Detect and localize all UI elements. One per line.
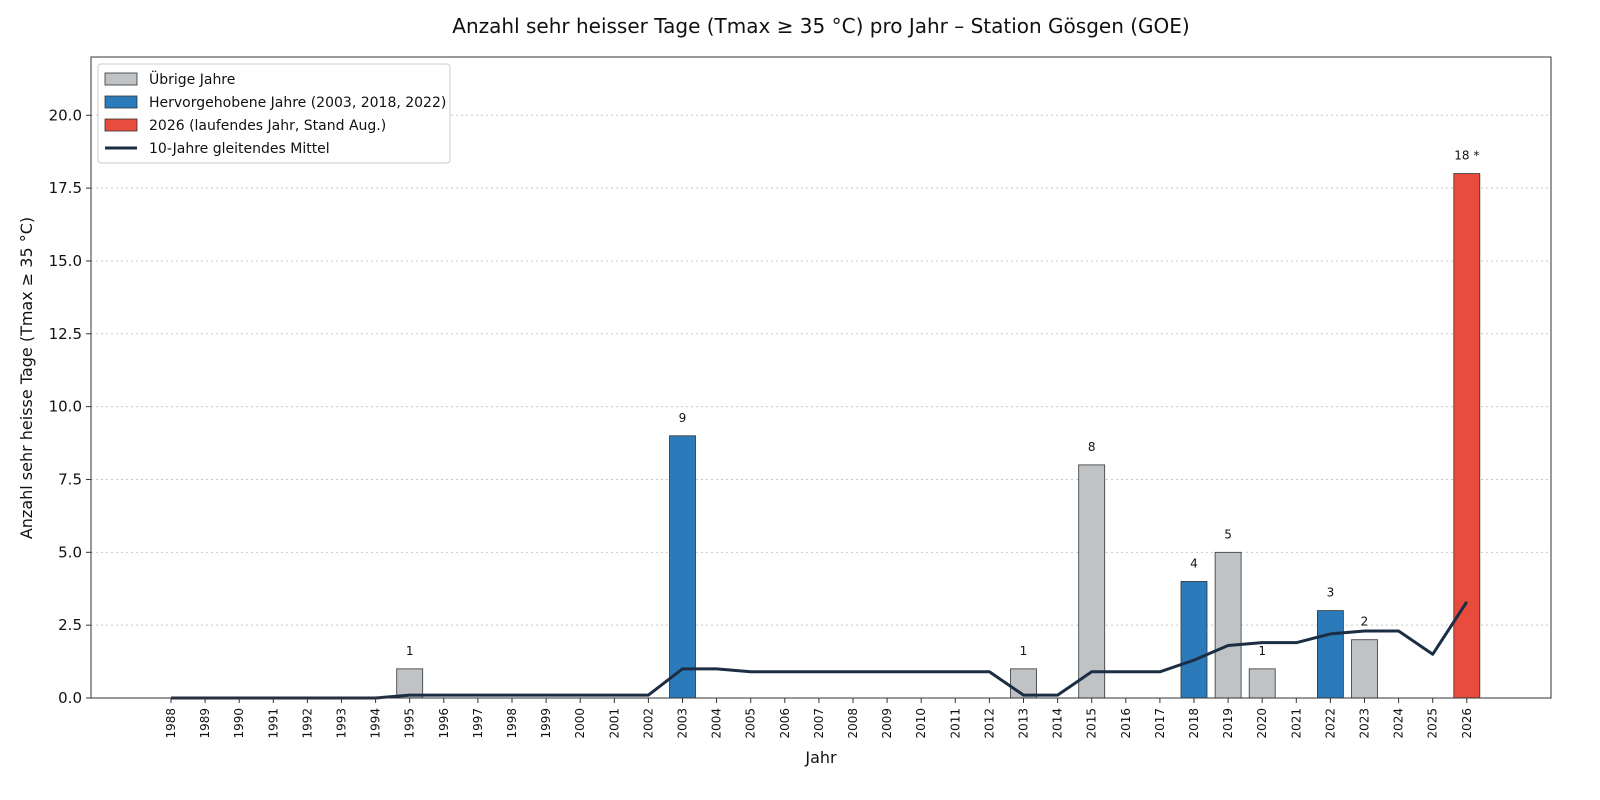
legend: Übrige Jahre Hervorgehobene Jahre (2003, … <box>97 63 451 164</box>
data-label-2019: 5 <box>1224 527 1232 541</box>
x-tick-label: 2026 <box>1460 708 1474 739</box>
data-label-2013: 1 <box>1020 644 1028 658</box>
x-tick-label: 2018 <box>1187 708 1201 739</box>
bar-2015 <box>1078 464 1106 699</box>
bar-1995 <box>396 668 424 699</box>
bars <box>396 173 1481 699</box>
y-tick-label: 12.5 <box>49 325 82 343</box>
y-tick-label: 0.0 <box>58 689 82 707</box>
x-tick-label: 1999 <box>539 708 553 739</box>
chart-title: Anzahl sehr heisser Tage (Tmax ≥ 35 °C) … <box>452 14 1189 38</box>
legend-label-ma: 10-Jahre gleitendes Mittel <box>149 141 330 157</box>
data-label-1995: 1 <box>406 644 414 658</box>
legend-swatch-other <box>104 72 138 86</box>
x-tick-label: 2011 <box>948 708 962 739</box>
x-tick-label: 2013 <box>1017 708 1031 739</box>
moving-average <box>171 601 1469 700</box>
x-tick-label: 2016 <box>1119 708 1133 739</box>
x-tick-label: 2014 <box>1051 708 1065 739</box>
data-label-2020: 1 <box>1258 644 1266 658</box>
legend-box <box>97 63 451 164</box>
y-tick-label: 20.0 <box>49 106 82 124</box>
plot-frame <box>90 56 1552 699</box>
x-axis-label: Jahr <box>804 748 837 767</box>
x-tick-label: 2021 <box>1289 708 1303 739</box>
data-labels: 1 9 1 8 4 5 1 3 2 18 * <box>406 149 1479 658</box>
x-tick-label: 1988 <box>164 708 178 739</box>
x-tick-label: 2022 <box>1323 708 1337 739</box>
bar-2019 <box>1214 551 1242 699</box>
x-tick-label: 2004 <box>710 708 724 739</box>
x-tick-label: 2015 <box>1085 708 1099 739</box>
x-tick-label: 2023 <box>1358 708 1372 739</box>
legend-label-current: 2026 (laufendes Jahr, Stand Aug.) <box>149 118 386 134</box>
x-tick-label: 2009 <box>880 708 894 739</box>
y-tick-label: 17.5 <box>49 179 82 197</box>
x-tick-label: 2000 <box>573 708 587 739</box>
x-tick-label: 2020 <box>1255 708 1269 739</box>
x-tick-label: 1995 <box>403 708 417 739</box>
legend-label-other: Übrige Jahre <box>149 70 235 88</box>
x-tick-label: 1989 <box>198 708 212 739</box>
y-axis: 0.0 2.5 5.0 7.5 10.0 12.5 15.0 17.5 20.0 <box>49 106 91 707</box>
legend-swatch-highlight <box>104 95 138 109</box>
x-tick-label: 1990 <box>232 708 246 739</box>
bar-2022 <box>1317 610 1344 699</box>
x-tick-label: 2025 <box>1426 708 1440 739</box>
legend-swatch-current <box>104 118 138 132</box>
data-label-2026: 18 * <box>1454 149 1479 163</box>
data-label-2018: 4 <box>1190 556 1198 570</box>
x-axis: 1988 1989 1990 1991 1992 1993 1994 1995 1996 1997… <box>164 698 1474 739</box>
bar-2003 <box>669 435 696 699</box>
x-tick-label: 2006 <box>778 708 792 739</box>
bar-2018 <box>1180 581 1208 699</box>
data-label-2023: 2 <box>1361 615 1369 629</box>
x-tick-label: 2003 <box>676 708 690 739</box>
legend-label-highlight: Hervorgehobene Jahre (2003, 2018, 2022) <box>149 95 446 111</box>
grid <box>91 114 1551 626</box>
data-label-2022: 3 <box>1327 586 1335 600</box>
x-tick-label: 2024 <box>1392 708 1406 739</box>
x-tick-label: 1996 <box>437 708 451 739</box>
data-label-2003: 9 <box>679 411 687 425</box>
x-tick-label: 1998 <box>505 708 519 739</box>
x-tick-label: 2012 <box>982 708 996 739</box>
x-tick-label: 2005 <box>744 708 758 739</box>
x-tick-label: 1994 <box>369 708 383 739</box>
bar-2023 <box>1351 639 1378 699</box>
x-tick-label: 1992 <box>300 708 314 739</box>
moving-average-line <box>171 601 1469 700</box>
x-tick-label: 2001 <box>607 708 621 739</box>
x-tick-label: 2007 <box>812 708 826 739</box>
x-tick-label: 2017 <box>1153 708 1167 739</box>
y-tick-label: 15.0 <box>49 252 82 270</box>
x-tick-label: 1993 <box>335 708 349 739</box>
bar-2020 <box>1248 668 1276 699</box>
x-tick-label: 1991 <box>266 708 280 739</box>
x-tick-label: 2008 <box>846 708 860 739</box>
bar-2026 <box>1453 173 1481 699</box>
y-tick-label: 7.5 <box>58 470 82 488</box>
y-axis-label: Anzahl sehr heisse Tage (Tmax ≥ 35 °C) <box>17 217 36 539</box>
x-tick-label: 2019 <box>1221 708 1235 739</box>
y-tick-label: 5.0 <box>58 543 82 561</box>
x-tick-label: 1997 <box>471 708 485 739</box>
x-tick-label: 2010 <box>914 708 928 739</box>
y-tick-label: 2.5 <box>58 616 82 634</box>
data-label-2015: 8 <box>1088 440 1096 454</box>
y-tick-label: 10.0 <box>49 398 82 416</box>
x-tick-label: 2002 <box>641 708 655 739</box>
